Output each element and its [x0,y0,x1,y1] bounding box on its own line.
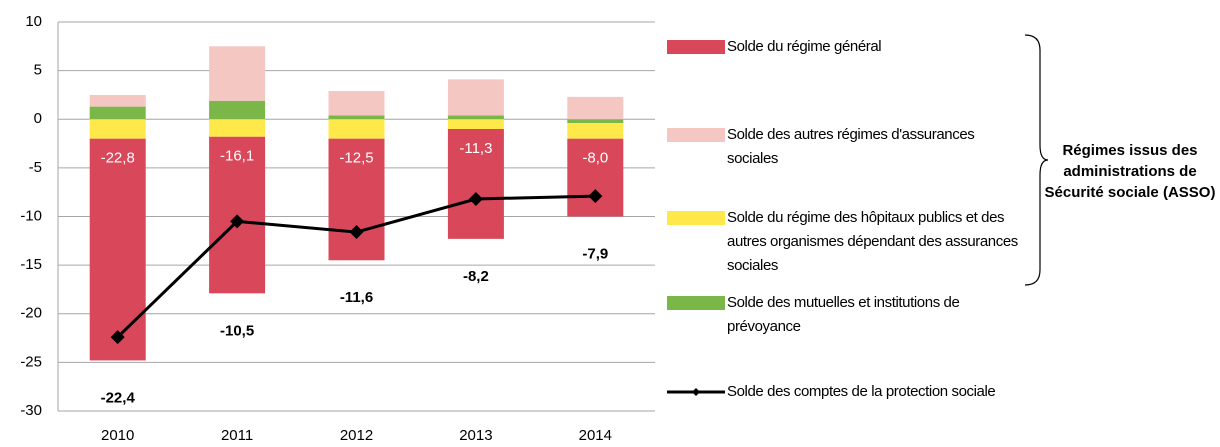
bar-segment [89,119,146,139]
bar-segment [328,119,385,139]
brace [1024,34,1049,286]
x-tick-label: 2011 [221,427,253,444]
bar-segment [209,119,266,137]
legend-label: Solde du régime général [727,38,882,55]
bar-segment [89,94,146,107]
bar-segment [328,115,385,120]
bar-segment [447,128,504,239]
y-tick-label: 10 [25,13,42,30]
y-tick-label: -20 [20,305,42,322]
legend-label: Solde du régime des hôpitaux publics et … [727,209,1018,274]
bar-value-label: -11,3 [459,140,492,157]
bar-segment [328,91,385,116]
legend-swatch [667,128,725,142]
x-tick-label: 2010 [101,427,134,444]
line-value-label: -22,4 [101,389,136,406]
y-tick-label: -5 [29,159,42,176]
x-tick-label: 2012 [340,427,373,444]
bar-segment [447,119,504,129]
line-value-label: -8,2 [463,268,489,285]
x-tick-label: 2013 [459,427,492,444]
bar-value-label: -8,0 [582,150,608,167]
annotation: Régimes issus des administrations de Séc… [1044,142,1216,201]
bar-segment [328,138,385,261]
line-value-label: -11,6 [340,289,373,306]
legend-label: Solde des mutuelles et institutions de p… [727,294,960,335]
line-marker [110,330,125,345]
line-marker [468,191,483,206]
x-tick-label: 2014 [579,427,612,444]
y-tick-label: -10 [20,207,42,224]
bar-segment [89,106,146,120]
bar-segment [89,138,146,361]
line-value-label: -7,9 [582,245,608,262]
y-tick-label: -25 [20,353,42,370]
legend-swatch [667,211,725,225]
y-tick-label: -15 [20,256,42,273]
legend-swatch [667,296,725,310]
line-marker [349,225,364,240]
y-tick-label: -30 [20,402,42,419]
bar-value-label: -22,8 [101,150,135,167]
legend-marker [692,388,700,396]
line-marker [588,189,603,204]
bar-segment [447,115,504,120]
bar-value-label: -16,1 [220,148,254,165]
bar-segment [567,96,624,120]
bar-segment [567,138,624,217]
bar-segment [567,119,624,124]
bar-value-label: -12,5 [339,150,373,167]
y-tick-label: 5 [34,62,42,79]
bar-segment [209,46,266,101]
legend-swatch [667,40,725,54]
legend-label: Solde des autres régimes d'assurances so… [727,126,975,167]
legend-label: Solde des comptes de la protection socia… [727,383,996,400]
bar-segment [209,100,266,120]
bar-segment [567,123,624,139]
bar-segment [447,79,504,116]
y-tick-label: 0 [34,110,42,127]
line-value-label: -10,5 [220,322,254,339]
line-marker [230,214,245,229]
